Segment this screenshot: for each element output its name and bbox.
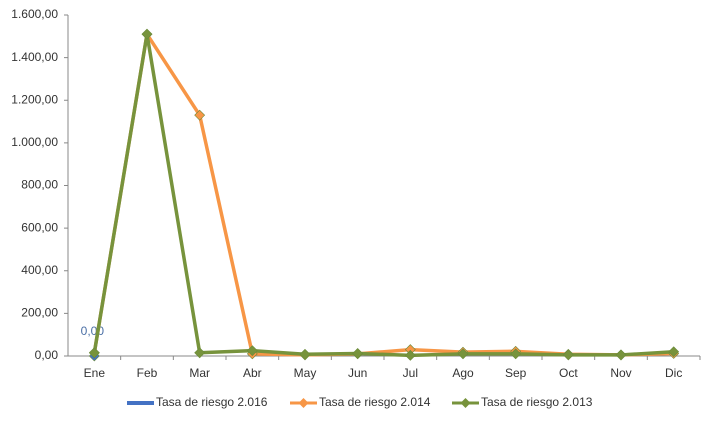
x-tick-label: Feb bbox=[137, 366, 158, 380]
series-line bbox=[92, 32, 674, 358]
marker bbox=[457, 348, 469, 360]
y-tick-label: 600,00 bbox=[21, 220, 58, 234]
x-tick-label: May bbox=[294, 366, 317, 380]
y-tick-label: 1.400,00 bbox=[11, 50, 58, 64]
marker bbox=[404, 349, 416, 361]
marker bbox=[615, 349, 627, 361]
marker bbox=[141, 28, 153, 40]
legend-marker bbox=[298, 398, 309, 408]
x-tick-label: Jul bbox=[403, 366, 418, 380]
series-line bbox=[92, 32, 674, 357]
y-tick-label: 1.000,00 bbox=[11, 135, 58, 149]
y-tick-label: 400,00 bbox=[21, 263, 58, 277]
legend-label: Tasa de riesgo 2.014 bbox=[319, 395, 431, 409]
x-tick-label: Jun bbox=[348, 366, 367, 380]
marker bbox=[88, 347, 100, 359]
legend-marker bbox=[460, 398, 471, 408]
marker bbox=[246, 345, 258, 357]
x-tick-label: Ago bbox=[452, 366, 474, 380]
y-tick-label: 1.600,00 bbox=[11, 7, 58, 21]
marker bbox=[352, 348, 364, 359]
marker bbox=[299, 348, 311, 360]
y-tick-label: 800,00 bbox=[21, 178, 58, 192]
x-tick-label: Dic bbox=[665, 366, 682, 380]
x-tick-label: Oct bbox=[559, 366, 578, 380]
data-label: 0,00 bbox=[81, 324, 105, 338]
marker bbox=[668, 346, 680, 358]
x-tick-label: Nov bbox=[610, 366, 631, 380]
y-tick-label: 0,00 bbox=[35, 348, 59, 362]
marker bbox=[562, 349, 574, 361]
marker bbox=[194, 109, 206, 121]
y-tick-label: 200,00 bbox=[21, 306, 58, 320]
x-tick-label: Abr bbox=[243, 366, 262, 380]
x-tick-label: Ene bbox=[84, 366, 106, 380]
x-tick-label: Mar bbox=[189, 366, 210, 380]
marker bbox=[194, 347, 206, 359]
legend-label: Tasa de riesgo 2.016 bbox=[156, 395, 268, 409]
legend-label: Tasa de riesgo 2.013 bbox=[481, 395, 593, 409]
y-tick-label: 1.200,00 bbox=[11, 92, 58, 106]
x-tick-label: Sep bbox=[505, 366, 527, 380]
marker bbox=[510, 348, 522, 360]
